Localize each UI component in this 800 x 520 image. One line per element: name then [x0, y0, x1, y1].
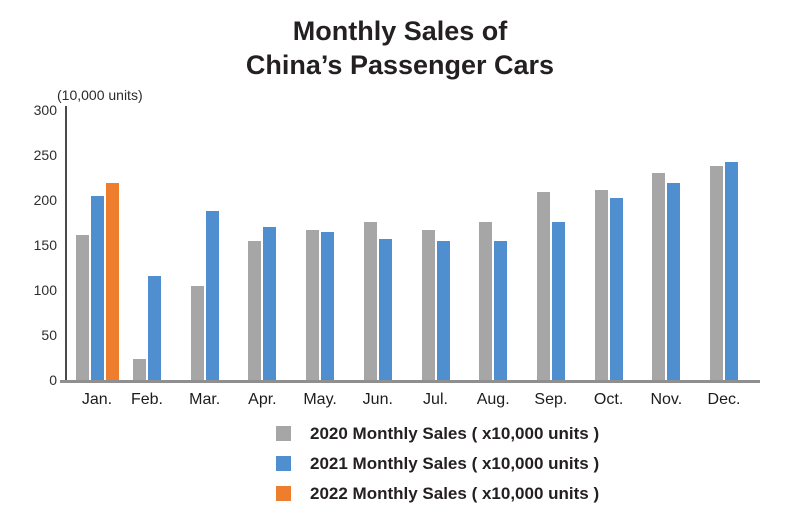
y-tick-label: 50 [41, 327, 57, 343]
legend-label-2020: 2020 Monthly Sales ( x10,000 units ) [310, 423, 600, 443]
bar-2020-jul [421, 229, 435, 380]
x-tick-label-jul: Jul. [423, 391, 448, 408]
bar-2020-dec [710, 165, 723, 380]
legend-label-2021: 2021 Monthly Sales ( x10,000 units ) [310, 453, 600, 473]
bar-2020-apr [248, 241, 262, 380]
bar-2020-jun [363, 221, 377, 380]
legend-item-2020: 2020 Monthly Sales ( x10,000 units ) [276, 423, 600, 443]
x-tick-label-jun: Jun. [362, 391, 393, 408]
x-tick-label-jan: Jan. [81, 391, 113, 408]
bar-2020-oct [594, 190, 608, 380]
bar-2021-oct [609, 198, 623, 380]
y-axis-unit-label: (10,000 units) [57, 87, 143, 103]
bar-2020-aug [479, 221, 493, 380]
x-tick-label-sep: Sep. [534, 391, 568, 408]
bar-2021-jan [90, 196, 104, 380]
legend-item-2022: 2022 Monthly Sales ( x10,000 units ) [276, 483, 600, 503]
bar-2020-jan [75, 235, 89, 380]
x-tick-label-may: May. [303, 391, 337, 408]
y-tick-label: 300 [33, 102, 57, 118]
legend-swatch-2021 [276, 456, 291, 471]
x-tick-label-oct: Oct. [593, 391, 624, 408]
x-tick-label-mar: Mar. [189, 391, 221, 408]
x-tick-label-aug: Aug. [476, 391, 510, 408]
y-tick-label: 0 [49, 372, 57, 388]
bar-2021-nov [667, 182, 681, 380]
legend-swatch-2022 [276, 486, 291, 501]
legend-item-2021: 2021 Monthly Sales ( x10,000 units ) [276, 453, 600, 473]
chart-title-line2: China’s Passenger Cars [245, 50, 555, 80]
bar-2020-feb [133, 359, 146, 380]
y-tick-label: 200 [33, 192, 57, 208]
bar-2020-sep [536, 191, 550, 380]
bar-2021-dec [725, 162, 738, 380]
legend-swatch-2020 [276, 426, 291, 441]
x-tick-label-feb: Feb. [130, 391, 163, 408]
bar-2022-jan [105, 182, 119, 380]
y-tick-label: 250 [33, 147, 57, 163]
bar-2020-may [306, 229, 320, 380]
chart-title-line1: Monthly Sales of [292, 16, 508, 46]
bar-2021-may [321, 231, 335, 380]
x-tick-label-dec: Dec. [707, 391, 741, 408]
x-tick-label-apr: Apr. [248, 391, 277, 408]
legend-label-2022: 2022 Monthly Sales ( x10,000 units ) [310, 483, 600, 503]
bar-2021-mar [205, 210, 219, 380]
bar-2021-jun [378, 238, 392, 380]
bar-2021-apr [263, 227, 277, 380]
y-tick-label: 100 [33, 282, 57, 298]
bar-2021-feb [148, 275, 161, 380]
bar-2020-nov [652, 173, 666, 380]
bar-2021-aug [494, 240, 508, 380]
y-tick-label: 150 [33, 237, 57, 253]
legend: 2020 Monthly Sales ( x10,000 units ) 2021… [276, 423, 600, 515]
bar-2020-mar [190, 285, 204, 380]
y-axis-line [65, 106, 67, 383]
bar-2021-sep [551, 221, 565, 380]
bar-2021-jul [436, 240, 450, 380]
x-axis-line [60, 380, 760, 383]
x-tick-label-nov: Nov. [650, 391, 683, 408]
chart-title: Monthly Sales of China’s Passenger Cars [0, 14, 800, 82]
